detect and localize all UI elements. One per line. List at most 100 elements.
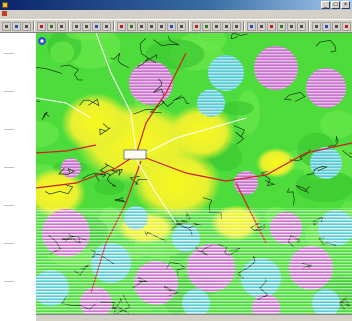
contour-line xyxy=(172,95,190,104)
contour-line xyxy=(114,197,126,203)
toolbar-button-17[interactable] xyxy=(177,21,186,31)
terrain-patch xyxy=(66,33,110,41)
toolbar-button-20[interactable] xyxy=(212,21,221,31)
yellow-zone xyxy=(36,168,86,218)
terrain-patch xyxy=(94,178,125,196)
close-button[interactable]: × xyxy=(341,1,350,9)
toolbar-button-27[interactable] xyxy=(287,21,296,31)
document-icon xyxy=(2,11,7,17)
toolbar-button-30[interactable] xyxy=(322,21,331,31)
contour-line xyxy=(139,37,157,64)
toolbar-button-1[interactable] xyxy=(2,21,11,31)
map-logo xyxy=(38,37,46,45)
window-controls: _ □ × xyxy=(321,1,350,9)
terrain-patch xyxy=(222,101,254,116)
toolbar-button-21[interactable] xyxy=(222,21,231,31)
toolbar-button-6[interactable] xyxy=(57,21,66,31)
contour-line xyxy=(108,168,124,177)
terrain-patch xyxy=(50,41,75,64)
minimize-button[interactable]: _ xyxy=(321,1,330,9)
toolbar-button-24[interactable] xyxy=(257,21,266,31)
color-zone-stripes xyxy=(306,68,346,108)
toolbar-button-2[interactable] xyxy=(12,21,21,31)
toolbar-button-19[interactable] xyxy=(202,21,211,31)
toolbar-separator xyxy=(188,21,190,31)
toolbar-button-8[interactable] xyxy=(82,21,91,31)
toolbar-button-12[interactable] xyxy=(127,21,136,31)
contour-line xyxy=(283,92,306,102)
contour-line xyxy=(230,33,248,40)
toolbar-button-32[interactable] xyxy=(342,21,351,31)
toolbar-button-22[interactable] xyxy=(232,21,241,31)
terrain-patch xyxy=(145,39,205,70)
toolbar-button-16[interactable] xyxy=(167,21,176,31)
menu-bar xyxy=(0,10,352,19)
maximize-button[interactable]: □ xyxy=(331,1,340,9)
contour-line xyxy=(136,54,158,68)
gutter-tick xyxy=(4,281,14,282)
contour-line xyxy=(306,166,329,176)
toolbar-button-11[interactable] xyxy=(117,21,126,31)
toolbar-button-4[interactable] xyxy=(37,21,46,31)
striped-overlay xyxy=(36,208,352,314)
contour-line xyxy=(45,184,74,195)
gutter-tick xyxy=(4,243,14,244)
contour-line xyxy=(129,176,148,185)
toolbar-button-28[interactable] xyxy=(297,21,306,31)
toolbar-button-15[interactable] xyxy=(157,21,166,31)
contour-line xyxy=(342,150,352,158)
terrain-patch xyxy=(36,121,60,148)
toolbar-button-14[interactable] xyxy=(147,21,156,31)
color-zone-stripes xyxy=(208,55,244,91)
town-marker[interactable] xyxy=(123,149,147,160)
toolbar-button-31[interactable] xyxy=(332,21,341,31)
contour-line xyxy=(100,163,115,178)
toolbar-button-9[interactable] xyxy=(92,21,101,31)
contour-line xyxy=(328,135,339,147)
gutter-tick xyxy=(4,129,14,130)
color-zone-stripes xyxy=(197,89,225,117)
toolbar-button-10[interactable] xyxy=(102,21,111,31)
terrain-patch xyxy=(295,170,352,203)
toolbar-separator xyxy=(68,21,70,31)
toolbar-separator xyxy=(33,21,35,31)
gutter-tick xyxy=(4,91,14,92)
white-road xyxy=(36,97,92,119)
toolbar-button-7[interactable] xyxy=(72,21,81,31)
color-zone-stripes xyxy=(310,147,342,179)
title-bar[interactable]: _ □ × xyxy=(0,0,352,10)
toolbar-button-23[interactable] xyxy=(247,21,256,31)
gutter-tick xyxy=(4,205,14,206)
contour-line xyxy=(153,78,165,96)
contour-line xyxy=(36,67,62,74)
gutter-tick xyxy=(4,167,14,168)
toolbar-button-18[interactable] xyxy=(192,21,201,31)
toolbar-button-3[interactable] xyxy=(22,21,31,31)
road-line xyxy=(145,142,352,182)
contour-line xyxy=(154,99,174,110)
contour-line xyxy=(58,167,76,175)
contour-line xyxy=(110,52,129,69)
yellow-zones xyxy=(36,93,296,244)
contour-line xyxy=(260,170,276,187)
yellow-zone xyxy=(61,93,131,153)
toolbar-button-13[interactable] xyxy=(137,21,146,31)
contour-line xyxy=(60,64,83,81)
toolbar-separator xyxy=(243,21,245,31)
toolbar-separator xyxy=(308,21,310,31)
white-road xyxy=(95,33,137,152)
yellow-zone xyxy=(131,148,221,218)
contour-line xyxy=(41,111,50,121)
toolbar-button-25[interactable] xyxy=(267,21,276,31)
layer-panel xyxy=(0,33,36,321)
toolbar-button-5[interactable] xyxy=(47,21,56,31)
color-zone-stripes xyxy=(234,171,258,195)
map-canvas[interactable] xyxy=(36,33,352,314)
road-line xyxy=(36,144,97,154)
contour-line xyxy=(295,185,310,194)
toolbar-button-26[interactable] xyxy=(277,21,286,31)
toolbar-button-29[interactable] xyxy=(312,21,321,31)
contour-line xyxy=(315,39,337,53)
color-zone-stripes xyxy=(61,158,81,178)
